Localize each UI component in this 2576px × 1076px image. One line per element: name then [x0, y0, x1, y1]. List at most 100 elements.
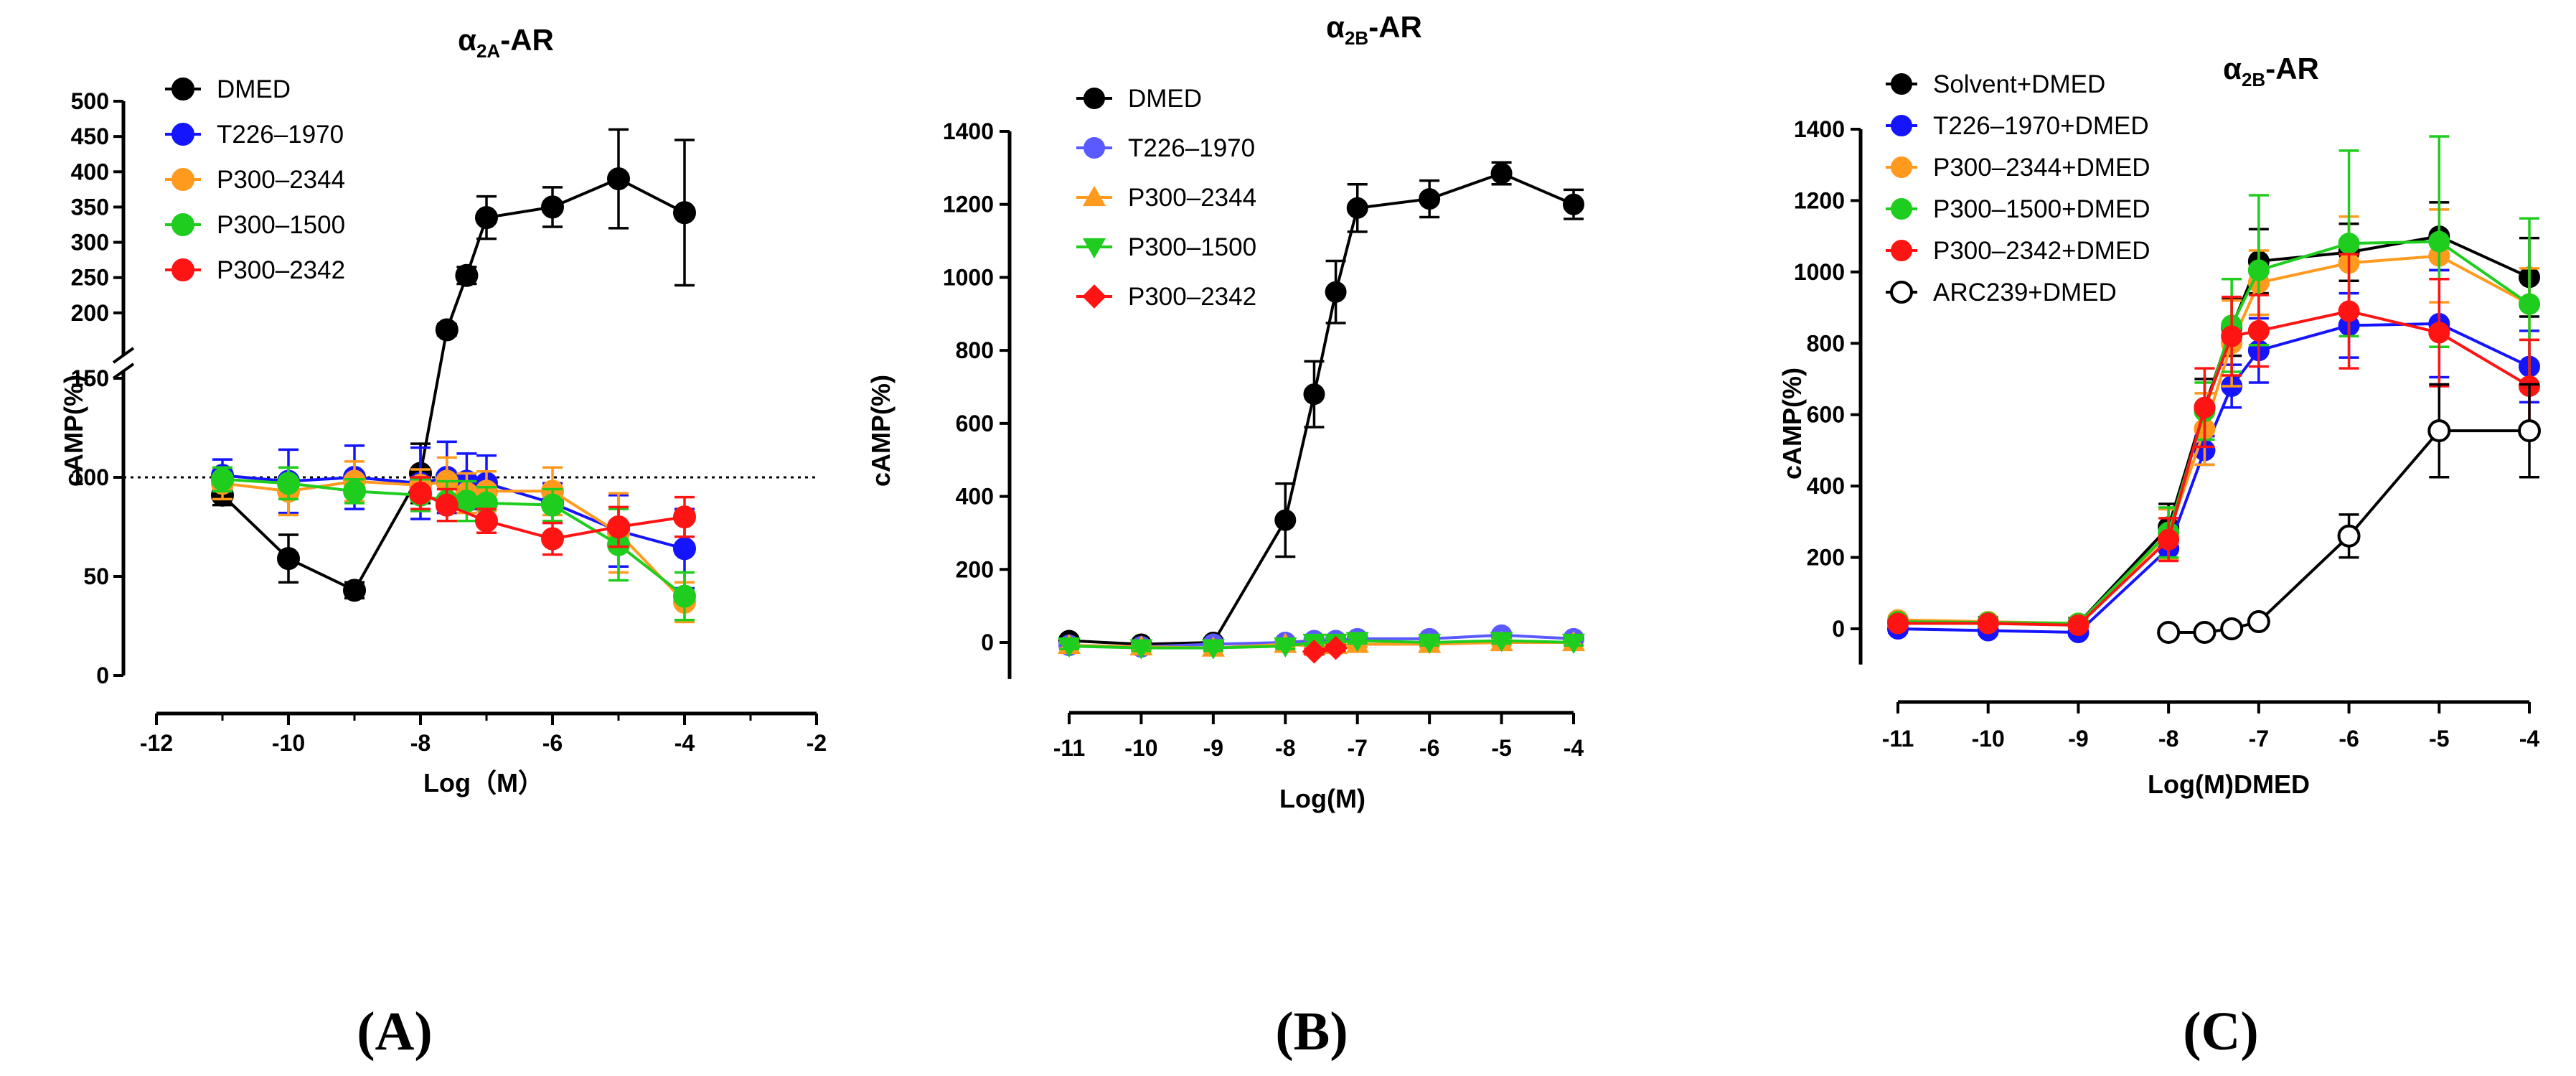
y-tick-label: 0 — [981, 630, 994, 655]
data-point-p300-1500-dmed — [2428, 230, 2450, 253]
chart-b-axes: 0 200 400 600 800 1000 1200 1400 -11 -10 -9 -8 -7 -6 -… — [943, 118, 1584, 761]
data-point-dmed — [343, 579, 366, 602]
chart-c-ylabel: cAMP(%) — [1777, 368, 1807, 479]
x-tick-label: -8 — [2158, 726, 2178, 752]
chart-a-series — [211, 128, 696, 624]
data-point-dmed — [1325, 281, 1347, 303]
legend-marker — [1891, 240, 1912, 261]
legend-item-p300-2344: P300–2344 — [1076, 184, 1256, 212]
data-point-p300-2342 — [475, 509, 498, 533]
series-line-dmed — [221, 177, 685, 592]
chart-panel-b: α2B-AR 0 200 400 600 800 1000 1200 1400 -11 -10 -9… — [866, 10, 1586, 1062]
data-point-p300-2342-dmed — [1887, 612, 1909, 635]
chart-b-series — [1057, 161, 1586, 664]
x-tick-label: -8 — [1275, 735, 1295, 761]
y-tick-label: 1000 — [1794, 259, 1845, 285]
data-point-p300-2342 — [435, 493, 459, 517]
legend-item-t226-1970: T226–1970 — [165, 121, 344, 149]
legend-item-t226-1970-dmed: T226–1970+DMED — [1886, 112, 2149, 140]
legend-marker — [171, 123, 194, 146]
data-point-dmed — [1563, 193, 1584, 215]
legend-label: Solvent+DMED — [1933, 70, 2105, 98]
chart-b-xlabel: Log(M) — [1279, 784, 1365, 813]
legend-label: T226–1970 — [1128, 134, 1255, 162]
y-tick-label: 300 — [71, 230, 109, 256]
data-point-p300-1500 — [211, 467, 234, 491]
x-tick-label: -5 — [2429, 726, 2449, 752]
x-tick-label: -4 — [674, 730, 695, 756]
y-tick-label: 100 — [71, 464, 109, 490]
x-tick-label: -7 — [1347, 735, 1367, 761]
series-line-t226-1970 — [1068, 633, 1574, 649]
y-tick-label: 450 — [71, 123, 109, 149]
legend-label: P300–2342 — [217, 256, 345, 284]
legend-label: P300–2342 — [1128, 283, 1256, 311]
x-tick-label: -11 — [1053, 735, 1085, 761]
data-point-p300-1500-dmed — [2247, 259, 2270, 281]
data-point-dmed — [673, 201, 696, 225]
legend-label: DMED — [1128, 85, 1202, 113]
data-point-p300-1500-dmed — [2519, 293, 2540, 315]
legend-item-arc239-dmed: ARC239+DMED — [1886, 279, 2117, 307]
legend-marker — [1082, 284, 1106, 309]
x-tick-label: -9 — [2068, 726, 2088, 752]
legend-item-p300-2344-dmed: P300–2344+DMED — [1886, 154, 2150, 182]
y-tick-label: 350 — [71, 194, 109, 220]
x-tick-label: -5 — [1491, 735, 1511, 761]
legend-marker — [1891, 156, 1912, 178]
y-tick-label: 400 — [956, 484, 994, 510]
data-point-p300-1500 — [1490, 632, 1513, 652]
chart-c-legend: Solvent+DMED T226–1970+DMED P300–2344+DMED… — [1886, 70, 2150, 307]
legend-label: DMED — [217, 75, 291, 103]
x-tick-label: -7 — [2249, 726, 2269, 752]
data-point-p300-1500 — [1345, 632, 1369, 652]
y-tick-label: 200 — [71, 300, 109, 326]
data-point-dmed — [1419, 188, 1441, 210]
data-point-dmed — [1346, 197, 1368, 219]
legend-label: P300–2342+DMED — [1933, 237, 2150, 265]
y-tick-label: 1200 — [1794, 187, 1845, 213]
data-point-p300-1500 — [277, 472, 300, 495]
data-point-p300-1500 — [1561, 633, 1586, 655]
data-point-dmed — [435, 318, 459, 342]
legend-label: P300–2344 — [217, 166, 345, 194]
panel-label-b: (B) — [1275, 1001, 1348, 1062]
y-tick-label: 50 — [83, 563, 109, 589]
data-point-t226-1970 — [673, 537, 696, 561]
data-point-p300-2342 — [673, 505, 696, 529]
y-tick-label: 250 — [71, 265, 109, 291]
axis-break-mark — [112, 362, 135, 380]
data-point-p300-1500 — [1129, 639, 1153, 660]
chart-b-ylabel: cAMP(%) — [866, 375, 896, 487]
data-point-p300-2342 — [409, 482, 432, 505]
legend-label: T226–1970+DMED — [1933, 112, 2149, 140]
data-point-p300-1500-dmed — [2338, 233, 2360, 255]
legend-marker — [171, 168, 194, 191]
series-p300-2342 — [409, 476, 696, 556]
legend-item-solvent-dmed: Solvent+DMED — [1886, 70, 2105, 98]
y-tick-label: 1400 — [1794, 116, 1845, 142]
legend-marker — [171, 258, 194, 281]
y-tick-label: 150 — [71, 365, 109, 391]
series-arc239-dmed — [2157, 383, 2541, 644]
data-point-arc239-dmed — [2427, 419, 2451, 443]
chart-c-series — [1887, 135, 2541, 644]
y-tick-label: 0 — [96, 663, 109, 688]
chart-c-title: α2B-AR — [2223, 52, 2319, 90]
data-point-dmed — [541, 195, 564, 219]
series-p300-2342-dmed — [1887, 253, 2540, 637]
y-tick-label: 500 — [71, 88, 109, 114]
legend-item-dmed: DMED — [1076, 85, 1202, 113]
legend-marker — [1083, 137, 1105, 159]
legend-label: ARC239+DMED — [1933, 279, 2117, 307]
legend-item-p300-2344: P300–2344 — [165, 166, 345, 194]
data-point-p300-2342-dmed — [2247, 319, 2270, 342]
data-point-p300-2342-dmed — [2067, 614, 2090, 637]
data-point-arc239-dmed — [2220, 617, 2244, 640]
legend-item-p300-2342: P300–2342 — [1076, 283, 1256, 311]
legend-item-p300-2342: P300–2342 — [165, 256, 345, 284]
axis-break-mark — [112, 347, 135, 364]
legend-marker — [171, 78, 194, 100]
x-tick-label: -4 — [2519, 726, 2540, 752]
x-tick-label: -6 — [1419, 735, 1439, 761]
